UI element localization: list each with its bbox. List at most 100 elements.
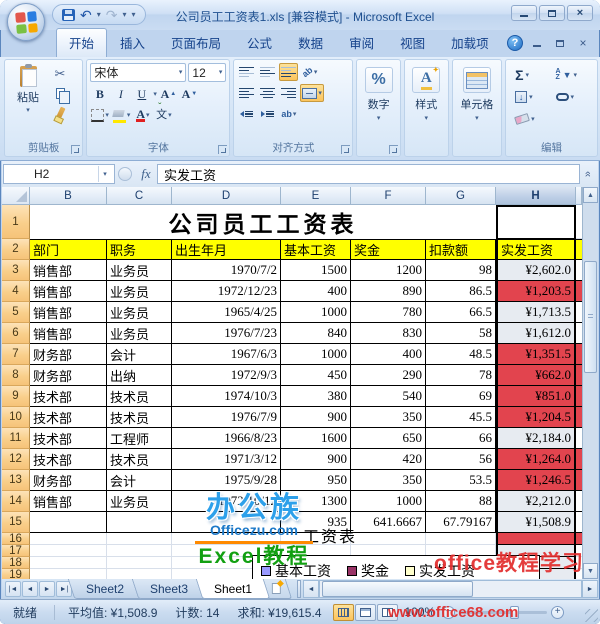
row-header-11[interactable]: 11: [2, 428, 30, 449]
cell-H3[interactable]: ¥2,602.0: [496, 260, 576, 281]
cell-styles-button[interactable]: A 样式 ▾: [408, 63, 445, 133]
row-header-14[interactable]: 14: [2, 491, 30, 512]
next-sheet-button[interactable]: ►: [39, 581, 55, 597]
cell-E16[interactable]: [281, 533, 351, 545]
cell-B16[interactable]: [30, 533, 107, 545]
underline-button[interactable]: U: [137, 86, 147, 101]
phonetic-guide-button[interactable]: 文▾: [154, 102, 173, 124]
align-middle-button[interactable]: [258, 63, 277, 81]
cell-G14[interactable]: 88: [426, 491, 496, 512]
cell-C14[interactable]: 业务员: [107, 491, 172, 512]
row-header-6[interactable]: 6: [2, 323, 30, 344]
scroll-left-button[interactable]: ◄: [303, 580, 320, 598]
cell-D15[interactable]: [172, 512, 281, 533]
save-icon[interactable]: [62, 8, 75, 21]
cell-F10[interactable]: 350: [351, 407, 426, 428]
cell-E15[interactable]: 935: [281, 512, 351, 533]
cell-C3[interactable]: 业务员: [107, 260, 172, 281]
cell-B17[interactable]: [30, 545, 107, 557]
cell-E8[interactable]: 450: [281, 365, 351, 386]
cell-F13[interactable]: 350: [351, 470, 426, 491]
zoom-in-button[interactable]: +: [551, 605, 565, 619]
cell-C9[interactable]: 技术员: [107, 386, 172, 407]
cell-E9[interactable]: 380: [281, 386, 351, 407]
find-select-button[interactable]: ▾: [555, 89, 588, 105]
cell-B6[interactable]: 销售部: [30, 323, 107, 344]
fill-button[interactable]: ↓ ▾: [515, 89, 545, 105]
align-center-button[interactable]: [258, 84, 277, 102]
cell-G5[interactable]: 66.5: [426, 302, 496, 323]
horizontal-scroll-thumb[interactable]: [322, 581, 474, 597]
cell-D17[interactable]: [172, 545, 281, 557]
column-header-F[interactable]: F: [351, 187, 426, 205]
office-button[interactable]: [7, 3, 45, 41]
cell-C18[interactable]: [107, 557, 172, 569]
cell-E10[interactable]: 900: [281, 407, 351, 428]
scroll-up-button[interactable]: ▲: [583, 187, 598, 203]
merge-center-button[interactable]: ▾: [300, 84, 324, 102]
font-dialog-launcher[interactable]: [218, 145, 228, 154]
cell-F14[interactable]: 1000: [351, 491, 426, 512]
cell-G11[interactable]: 66: [426, 428, 496, 449]
cell-D9[interactable]: 1974/10/3: [172, 386, 281, 407]
redo-icon[interactable]: ↷: [105, 6, 118, 23]
cell-E6[interactable]: 840: [281, 323, 351, 344]
cell-D13[interactable]: 1975/9/28: [172, 470, 281, 491]
cell-B5[interactable]: 销售部: [30, 302, 107, 323]
column-header-G[interactable]: G: [426, 187, 496, 205]
cell-C16[interactable]: [107, 533, 172, 545]
cell-C19[interactable]: [107, 569, 172, 579]
cell-B18[interactable]: [30, 557, 107, 569]
prev-sheet-button[interactable]: ◄: [22, 581, 38, 597]
cell-B10[interactable]: 技术部: [30, 407, 107, 428]
number-format-button[interactable]: % 数字 ▾: [360, 63, 397, 133]
italic-button[interactable]: I: [118, 86, 123, 101]
row-header-12[interactable]: 12: [2, 449, 30, 470]
zoom-out-button[interactable]: −: [442, 605, 456, 619]
cell-C4[interactable]: 业务员: [107, 281, 172, 302]
cell-D6[interactable]: 1976/7/23: [172, 323, 281, 344]
increase-indent-button[interactable]: [258, 105, 277, 123]
cell-D3[interactable]: 1970/7/2: [172, 260, 281, 281]
ribbon-tab-1[interactable]: 插入: [120, 37, 146, 51]
cell-G10[interactable]: 45.5: [426, 407, 496, 428]
cell-D8[interactable]: 1972/9/3: [172, 365, 281, 386]
fill-color-button[interactable]: ▾: [112, 106, 132, 124]
cell-C2[interactable]: 职务: [107, 239, 172, 260]
cell-H7[interactable]: ¥1,351.5: [496, 344, 576, 365]
horizontal-scrollbar[interactable]: [319, 580, 582, 598]
restore-button[interactable]: [539, 5, 565, 21]
cell-C13[interactable]: 会计: [107, 470, 172, 491]
undo-dropdown[interactable]: ▾: [96, 10, 101, 19]
scroll-right-button[interactable]: ►: [582, 580, 598, 598]
cell-E14[interactable]: 1300: [281, 491, 351, 512]
ribbon-tab-2[interactable]: 页面布局: [171, 37, 222, 51]
cell-G15[interactable]: 67.79167: [426, 512, 496, 533]
cell-G6[interactable]: 58: [426, 323, 496, 344]
clear-button[interactable]: ▾: [514, 111, 545, 127]
cell-C10[interactable]: 技术员: [107, 407, 172, 428]
paste-dropdown[interactable]: ▾: [26, 107, 30, 114]
cell-E3[interactable]: 1500: [281, 260, 351, 281]
cell-H12[interactable]: ¥1,264.0: [496, 449, 576, 470]
name-box-dropdown[interactable]: ▾: [98, 166, 111, 182]
row-header-2[interactable]: 2: [2, 239, 30, 260]
cell-E7[interactable]: 1000: [281, 344, 351, 365]
align-left-button[interactable]: [237, 84, 256, 102]
cell-B14[interactable]: 销售部: [30, 491, 107, 512]
name-box[interactable]: H2 ▾: [3, 164, 115, 184]
cell-F2[interactable]: 奖金: [351, 239, 426, 260]
cell-B11[interactable]: 技术部: [30, 428, 107, 449]
cell-F15[interactable]: 641.6667: [351, 512, 426, 533]
align-bottom-button[interactable]: [279, 63, 299, 81]
sheet-tab-Sheet1[interactable]: Sheet1: [195, 579, 271, 599]
scroll-down-button[interactable]: ▼: [583, 563, 598, 579]
cell-F7[interactable]: 400: [351, 344, 426, 365]
cell-G7[interactable]: 48.5: [426, 344, 496, 365]
ribbon-tab-6[interactable]: 视图: [400, 37, 426, 51]
cell-F6[interactable]: 830: [351, 323, 426, 344]
cell-D4[interactable]: 1972/12/23: [172, 281, 281, 302]
cell-D11[interactable]: 1966/8/23: [172, 428, 281, 449]
font-color-button[interactable]: A ▾: [136, 106, 150, 122]
cell-F16[interactable]: [351, 533, 426, 545]
